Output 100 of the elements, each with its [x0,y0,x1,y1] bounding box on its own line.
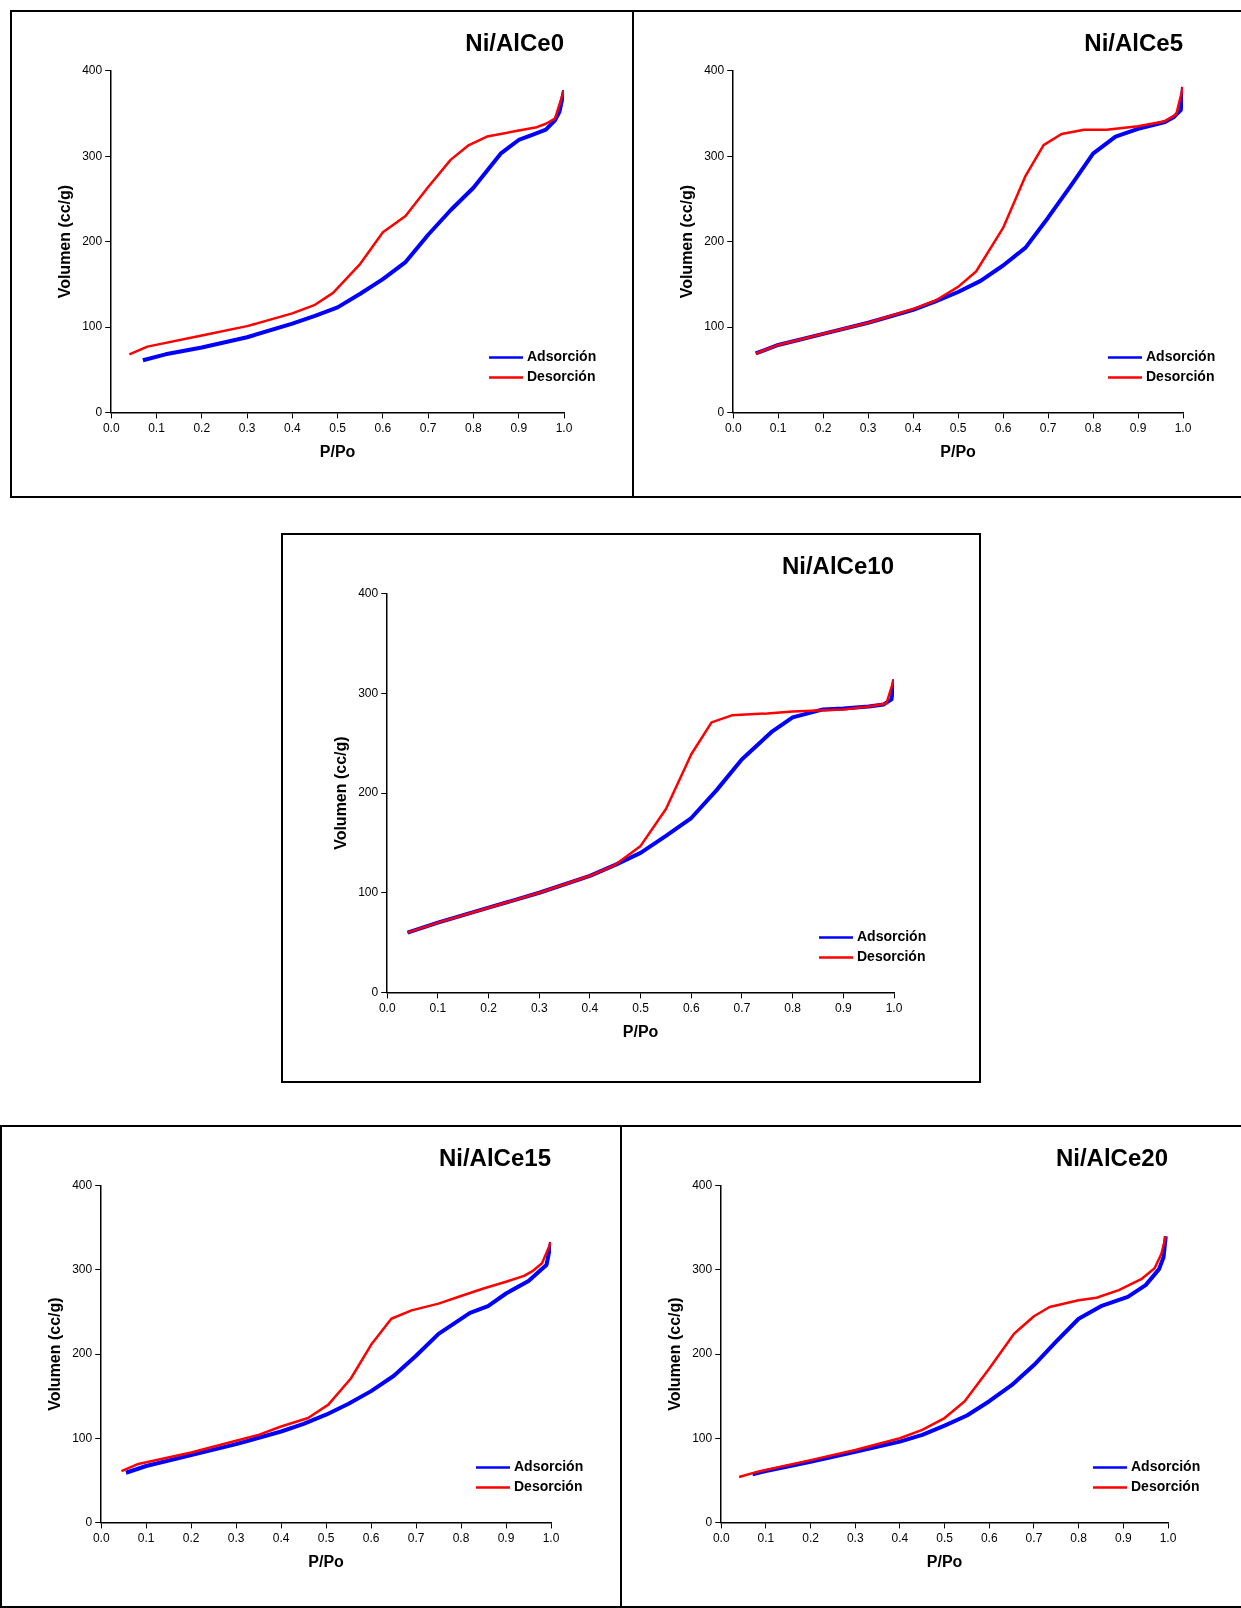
x-tick-label: 0.3 [846,1530,864,1545]
y-tick-label: 400 [72,1178,93,1193]
chart-title: Ni/AlCe20 [1055,1144,1168,1172]
y-tick-label: 300 [704,148,725,163]
y-axis-title: Volumen (cc/g) [332,736,350,850]
y-tick-label: 200 [72,1346,93,1361]
y-tick-label: 300 [72,1262,93,1277]
x-axis-title: P/Po [622,1022,659,1040]
y-tick-label: 400 [692,1178,713,1193]
x-tick-label: 0.9 [510,420,528,435]
x-tick-label: 0.6 [980,1530,998,1545]
legend-label: Desorción [527,368,596,385]
x-tick-label: 0.7 [1025,1530,1043,1545]
x-tick-label: 0.9 [497,1530,515,1545]
x-tick-label: 0.4 [283,420,301,435]
chart-title: Ni/AlCe15 [438,1144,551,1172]
legend-label: Desorción [1131,1478,1200,1495]
legend-label: Desorción [514,1478,583,1495]
x-tick-label: 0.2 [182,1530,200,1545]
x-tick-label: 0.3 [238,420,256,435]
legend-label: Desorción [857,948,926,965]
y-tick-label: 0 [95,404,103,419]
x-tick-label: 0.0 [378,1000,396,1015]
x-tick-label: 1.0 [555,420,573,435]
x-tick-label: 0.9 [1114,1530,1132,1545]
y-tick-label: 100 [358,885,379,900]
x-tick-label: 0.5 [632,1000,650,1015]
y-tick-label: 100 [692,1430,713,1445]
x-tick-label: 0.5 [317,1530,335,1545]
x-tick-label: 0.3 [530,1000,548,1015]
x-axis-title: P/Po [940,442,977,460]
legend-label: Adsorción [527,348,597,365]
x-tick-label: 0.4 [581,1000,599,1015]
y-axis-title: Volumen (cc/g) [46,1297,64,1411]
y-tick-label: 200 [358,785,379,800]
x-tick-label: 0.6 [362,1530,380,1545]
x-tick-label: 0.0 [712,1530,730,1545]
legend-label: Adsorción [857,928,927,945]
y-tick-label: 400 [82,63,103,78]
x-tick-label: 1.0 [885,1000,903,1015]
y-tick-label: 0 [85,1514,93,1529]
y-tick-label: 0 [371,984,379,999]
x-tick-label: 0.2 [480,1000,498,1015]
x-tick-label: 0.5 [949,420,967,435]
x-tick-label: 0.0 [92,1530,110,1545]
x-axis-title: P/Po [319,442,356,460]
x-tick-label: 1.0 [1159,1530,1177,1545]
x-tick-label: 0.4 [891,1530,909,1545]
chart-title: Ni/AlCe10 [781,552,894,580]
x-tick-label: 0.8 [1084,420,1102,435]
legend-label: Adsorción [1131,1458,1201,1475]
y-tick-label: 100 [82,319,103,334]
chart-title: Ni/AlCe0 [465,29,564,57]
x-tick-label: 1.0 [542,1530,560,1545]
y-tick-label: 0 [717,404,725,419]
x-tick-label: 0.7 [419,420,437,435]
y-tick-label: 100 [704,319,725,334]
x-tick-label: 1.0 [1174,420,1192,435]
x-tick-label: 0.6 [682,1000,700,1015]
x-tick-label: 0.6 [994,420,1012,435]
x-tick-label: 0.7 [407,1530,425,1545]
x-tick-label: 0.5 [936,1530,954,1545]
y-axis-title: Volumen (cc/g) [678,184,696,299]
y-tick-label: 400 [358,586,379,601]
x-tick-label: 0.1 [757,1530,775,1545]
x-tick-label: 0.6 [374,420,392,435]
y-tick-label: 200 [82,233,103,248]
x-axis-title: P/Po [308,1552,345,1570]
x-tick-label: 0.2 [802,1530,820,1545]
x-tick-label: 0.9 [834,1000,852,1015]
x-tick-label: 0.8 [465,420,483,435]
x-tick-label: 0.1 [137,1530,155,1545]
x-tick-label: 0.0 [724,420,742,435]
y-tick-label: 300 [358,685,379,700]
x-tick-label: 0.1 [429,1000,447,1015]
y-tick-label: 100 [72,1430,93,1445]
y-tick-label: 300 [82,148,103,163]
x-tick-label: 0.4 [904,420,922,435]
y-axis-title: Volumen (cc/g) [56,184,74,299]
x-tick-label: 0.8 [784,1000,802,1015]
x-tick-label: 0.2 [193,420,211,435]
x-tick-label: 0.9 [1129,420,1147,435]
y-tick-label: 200 [692,1346,713,1361]
x-tick-label: 0.5 [329,420,347,435]
legend-label: Adsorción [514,1458,584,1475]
y-tick-label: 0 [705,1514,713,1529]
x-tick-label: 0.7 [1039,420,1057,435]
x-tick-label: 0.7 [733,1000,751,1015]
x-tick-label: 0.0 [102,420,120,435]
x-tick-label: 0.1 [769,420,787,435]
y-tick-label: 200 [704,233,725,248]
y-tick-label: 400 [704,63,725,78]
x-tick-label: 0.8 [1070,1530,1088,1545]
x-axis-title: P/Po [926,1552,963,1570]
x-tick-label: 0.4 [272,1530,290,1545]
y-tick-label: 300 [692,1262,713,1277]
legend-label: Desorción [1146,368,1215,385]
legend-label: Adsorción [1146,348,1216,365]
x-tick-label: 0.2 [814,420,832,435]
chart-title: Ni/AlCe5 [1084,29,1183,57]
